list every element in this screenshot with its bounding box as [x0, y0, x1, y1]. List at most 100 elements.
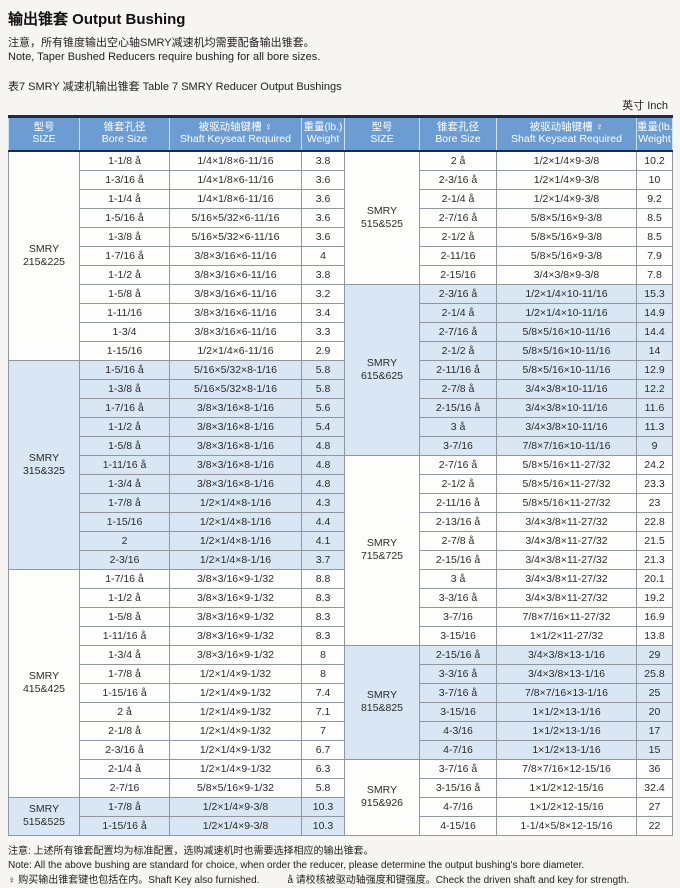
keyseat-cell: 1×1/2×13-1/16 [496, 720, 637, 741]
col-header-keyseat-left: 被驱动轴键槽 ♀ Shaft Keyseat Required [169, 114, 302, 152]
unit-label: 英寸 Inch [622, 99, 668, 112]
bore-cell: 1-7/8 å [79, 796, 170, 817]
weight-cell: 3.2 [301, 283, 345, 304]
keyseat-cell: 1×1/2×13-1/16 [496, 739, 637, 760]
bore-cell: 3-7/16 å [419, 758, 497, 779]
bore-cell: 1-5/16 å [79, 207, 170, 228]
bore-cell: 3-3/16 å [419, 587, 497, 608]
table-row: 1-11/16 3/8×3/16×6-11/16 3.4 2-1/4 å 1/2×1/4… [9, 302, 673, 323]
weight-cell: 12.2 [636, 378, 673, 399]
col-header-weight-left: 重量(lb.) Weight [301, 114, 345, 152]
weight-cell: 7.9 [636, 245, 673, 266]
weight-cell: 3.6 [301, 169, 345, 190]
bore-cell: 1-1/4 å [79, 188, 170, 209]
bore-cell: 1-7/8 å [79, 663, 170, 684]
keyseat-cell: 1×1/2×12-15/16 [496, 796, 637, 817]
weight-cell: 8.3 [301, 606, 345, 627]
size-cell: SMRY 815&825 [344, 644, 420, 760]
col-header-size-right: 型号 SIZE [344, 114, 420, 152]
bore-cell: 2-7/8 å [419, 530, 497, 551]
table-caption: 表7 SMRY 减速机输出锥套 Table 7 SMRY Reducer Out… [8, 80, 342, 93]
bore-cell: 1-5/16 å [79, 359, 170, 380]
weight-cell: 22.8 [636, 511, 673, 532]
keyseat-cell: 1/2×1/4×9-1/32 [169, 739, 302, 760]
bore-cell: 3 å [419, 416, 497, 437]
table-row: 1-7/16 å 3/8×3/16×8-1/16 5.6 2-15/16 å 3/4×3… [9, 397, 673, 418]
col-header-bore-left: 锥套孔径 Bore Size [79, 114, 170, 152]
bore-cell: 2 å [79, 701, 170, 722]
table-row: 1-1/4 å 1/4×1/8×6-11/16 3.6 2-1/4 å 1/2×1/4×… [9, 188, 673, 209]
bore-cell: 3-3/16 å [419, 663, 497, 684]
bore-cell: 1-1/2 å [79, 264, 170, 285]
weight-cell: 16.9 [636, 606, 673, 627]
keyseat-cell: 3/8×3/16×8-1/16 [169, 397, 302, 418]
weight-cell: 27 [636, 796, 673, 817]
keyseat-cell: 1/4×1/8×6-11/16 [169, 150, 302, 171]
table-row: 1-1/2 å 3/8×3/16×6-11/16 3.8 2-15/16 3/4×3/8… [9, 264, 673, 285]
weight-cell: 3.8 [301, 150, 345, 171]
keyseat-cell: 3/4×3/8×11-27/32 [496, 511, 637, 532]
weight-cell: 7.1 [301, 701, 345, 722]
bore-cell: 1-15/16 å [79, 815, 170, 836]
size-cell: SMRY 415&425 [8, 568, 80, 798]
weight-cell: 4.4 [301, 511, 345, 532]
keyseat-cell: 3/4×3/8×10-11/16 [496, 416, 637, 437]
weight-cell: 15.3 [636, 283, 673, 304]
bore-cell: 4-3/16 [419, 720, 497, 741]
keyseat-cell: 5/8×5/16×9-3/8 [496, 207, 637, 228]
weight-cell: 3.4 [301, 302, 345, 323]
keyseat-cell: 5/16×5/32×8-1/16 [169, 359, 302, 380]
weight-cell: 5.4 [301, 416, 345, 437]
keyseat-cell: 3/8×3/16×8-1/16 [169, 416, 302, 437]
weight-cell: 24.2 [636, 454, 673, 475]
keyseat-cell: 3/4×3/8×11-27/32 [496, 530, 637, 551]
table-row: 1-15/16 1/2×1/4×8-1/16 4.4 2-13/16 å 3/4×3/8… [9, 511, 673, 532]
table-row: 1-15/16 å 1/2×1/4×9-3/8 10.3 4-15/16 1-1/4×5… [9, 815, 673, 836]
bore-cell: 3-7/16 [419, 606, 497, 627]
note-zh: 注意，所有锥度输出空心轴SMRY减速机均需要配备输出锥套。 [8, 37, 315, 49]
keyseat-cell: 5/8×5/16×11-27/32 [496, 492, 637, 513]
keyseat-cell: 1/2×1/4×9-1/32 [169, 720, 302, 741]
weight-cell: 15 [636, 739, 673, 760]
keyseat-cell: 1/2×1/4×9-1/32 [169, 682, 302, 703]
bore-cell: 2 å [419, 150, 497, 171]
table-row: 1-5/8 å 3/8×3/16×9-1/32 8.3 3-7/16 7/8×7/16×… [9, 606, 673, 627]
weight-cell: 3.6 [301, 226, 345, 247]
keyseat-cell: 7/8×7/16×10-11/16 [496, 435, 637, 456]
keyseat-cell: 1/2×1/4×8-1/16 [169, 492, 302, 513]
bore-cell: 1-7/16 å [79, 245, 170, 266]
weight-cell: 3.6 [301, 207, 345, 228]
weight-cell: 23 [636, 492, 673, 513]
bore-cell: 1-3/4 å [79, 644, 170, 665]
weight-cell: 7.4 [301, 682, 345, 703]
keyseat-cell: 1/2×1/4×8-1/16 [169, 530, 302, 551]
weight-cell: 25 [636, 682, 673, 703]
weight-cell: 6.3 [301, 758, 345, 779]
col-header-size-left: 型号 SIZE [8, 114, 80, 152]
bore-cell: 2-1/8 å [79, 720, 170, 741]
weight-cell: 25.8 [636, 663, 673, 684]
weight-cell: 2.9 [301, 340, 345, 361]
bore-cell: 1-5/8 å [79, 606, 170, 627]
bore-cell: 1-3/4 å [79, 473, 170, 494]
keyseat-cell: 3/4×3/8×13-1/16 [496, 644, 637, 665]
bore-cell: 2-3/16 å [419, 283, 497, 304]
bore-cell: 2-3/16 å [419, 169, 497, 190]
weight-cell: 9.2 [636, 188, 673, 209]
col-header-keyseat-right: 被驱动轴键槽 ♀ Shaft Keyseat Required [496, 114, 637, 152]
bore-cell: 4-7/16 [419, 739, 497, 760]
table-row: 1-3/8 å 5/16×5/32×6-11/16 3.6 2-1/2 å 5/8×5/… [9, 226, 673, 247]
bushing-table: 型号 SIZE 锥套孔径 Bore Size 被驱动轴键槽 ♀ Shaft Keyse… [8, 114, 676, 836]
bore-cell: 2-7/16 å [419, 454, 497, 475]
footnote-en: Note: All the above bushing are standard… [8, 860, 585, 872]
bore-cell: 1-11/16 [79, 302, 170, 323]
keyseat-cell: 3/8×3/16×8-1/16 [169, 454, 302, 475]
bore-cell: 1-11/16 å [79, 625, 170, 646]
table-row: 1-1/2 å 3/8×3/16×9-1/32 8.3 3-3/16 å 3/4×3/8… [9, 587, 673, 608]
bore-cell: 1-5/8 å [79, 435, 170, 456]
keyseat-cell: 5/8×5/16×11-27/32 [496, 454, 637, 475]
table-row: 1-5/8 å 3/8×3/16×6-11/16 3.2 SMRY 615&625 2-3… [9, 283, 673, 456]
weight-cell: 3.7 [301, 549, 345, 570]
note-en: Note, Taper Bushed Reducers require bush… [8, 51, 321, 64]
